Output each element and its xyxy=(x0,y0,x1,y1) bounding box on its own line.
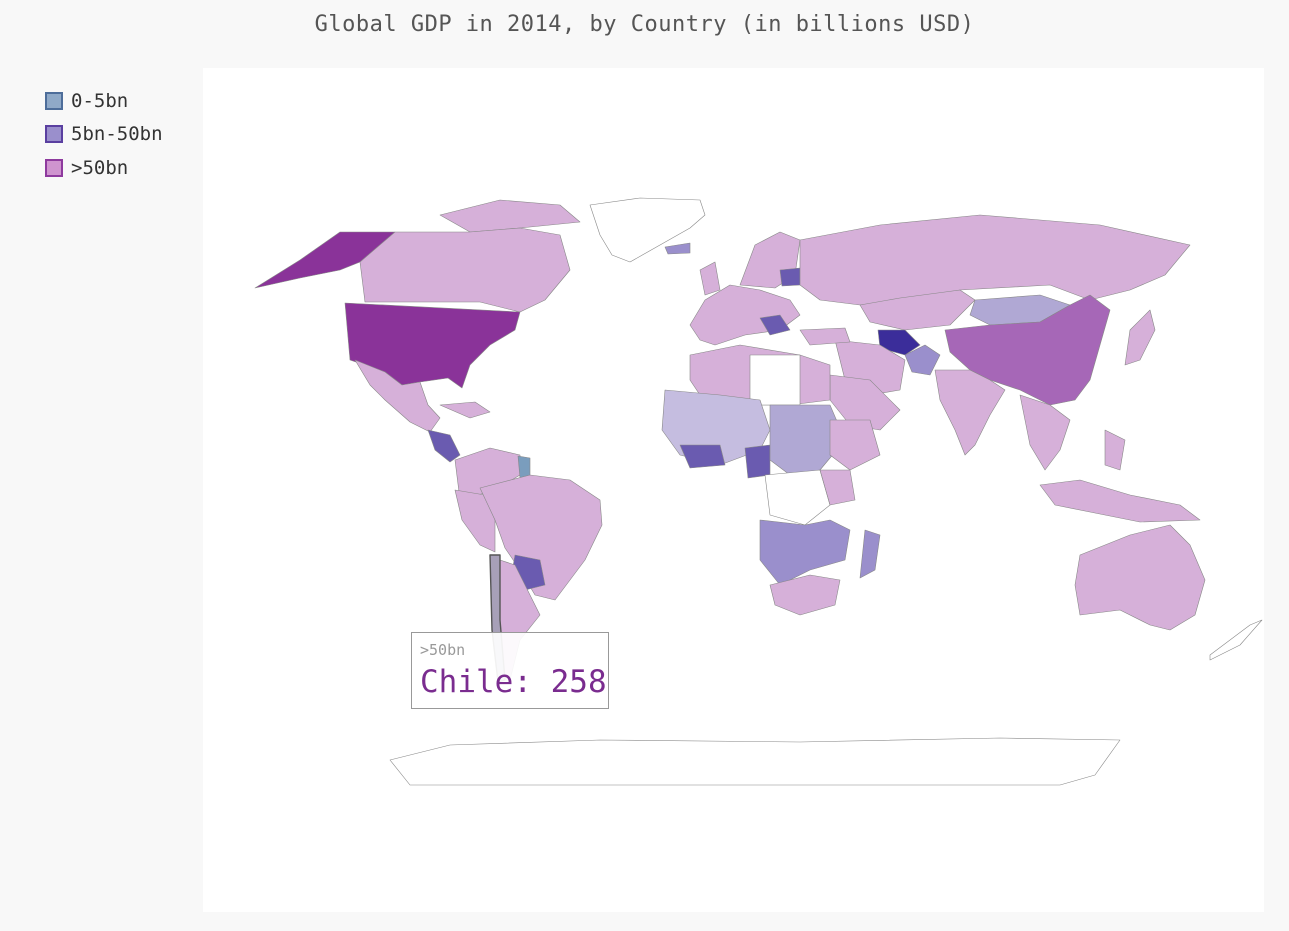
legend-swatch-low xyxy=(45,91,63,110)
country-west-africa-coast[interactable] xyxy=(679,444,726,469)
country-philippines[interactable] xyxy=(1104,429,1126,471)
country-brazil[interactable] xyxy=(479,474,603,601)
country-turkey[interactable] xyxy=(799,327,851,346)
world-map xyxy=(254,197,1263,786)
country-madagascar[interactable] xyxy=(859,529,881,579)
country-japan[interactable] xyxy=(1124,309,1156,366)
country-nigeria[interactable] xyxy=(744,444,771,479)
country-caribbean[interactable] xyxy=(439,401,491,419)
country-angola-zambia[interactable] xyxy=(759,519,851,586)
legend-swatch-high xyxy=(45,158,63,177)
tooltip-country-value: Chile: 258 xyxy=(420,664,607,700)
country-australia[interactable] xyxy=(1074,524,1206,631)
country-belarus[interactable] xyxy=(779,267,801,287)
country-new-zealand[interactable] xyxy=(1209,619,1263,661)
country-canada-arctic[interactable] xyxy=(439,199,581,233)
legend-item-high[interactable]: >50bn xyxy=(45,151,163,185)
country-iceland[interactable] xyxy=(664,242,691,255)
map-plot-area xyxy=(203,68,1264,912)
country-indonesia[interactable] xyxy=(1039,479,1201,523)
country-libya-egypt[interactable] xyxy=(749,354,801,406)
chart-title: Global GDP in 2014, by Country (in billi… xyxy=(314,12,975,37)
country-southeast-asia[interactable] xyxy=(1019,394,1071,471)
legend-label-low: 0-5bn xyxy=(71,89,129,112)
legend-label-high: >50bn xyxy=(71,156,129,179)
country-south-africa[interactable] xyxy=(769,574,841,616)
tooltip-category: >50bn xyxy=(420,641,466,659)
map-tooltip: >50bn Chile: 258 xyxy=(411,632,609,709)
legend-item-low[interactable]: 0-5bn xyxy=(45,84,163,118)
legend: 0-5bn 5bn-50bn >50bn xyxy=(45,84,163,185)
country-uk[interactable] xyxy=(699,261,721,296)
legend-label-mid: 5bn-50bn xyxy=(71,123,163,146)
country-canada[interactable] xyxy=(359,227,571,313)
country-central-america[interactable] xyxy=(427,429,461,463)
legend-swatch-mid xyxy=(45,125,63,144)
country-afghanistan[interactable] xyxy=(904,344,941,376)
country-greenland[interactable] xyxy=(589,197,706,263)
country-mexico[interactable] xyxy=(354,359,441,433)
country-kazakhstan[interactable] xyxy=(859,289,976,331)
country-east-africa[interactable] xyxy=(819,469,856,506)
country-congo[interactable] xyxy=(764,469,831,526)
legend-item-mid[interactable]: 5bn-50bn xyxy=(45,118,163,152)
country-antarctica[interactable] xyxy=(389,737,1121,786)
country-india[interactable] xyxy=(934,369,1006,456)
country-ethiopia[interactable] xyxy=(829,419,881,471)
country-russia[interactable] xyxy=(799,214,1191,306)
country-balkans[interactable] xyxy=(759,314,791,336)
country-guyana[interactable] xyxy=(517,455,531,479)
